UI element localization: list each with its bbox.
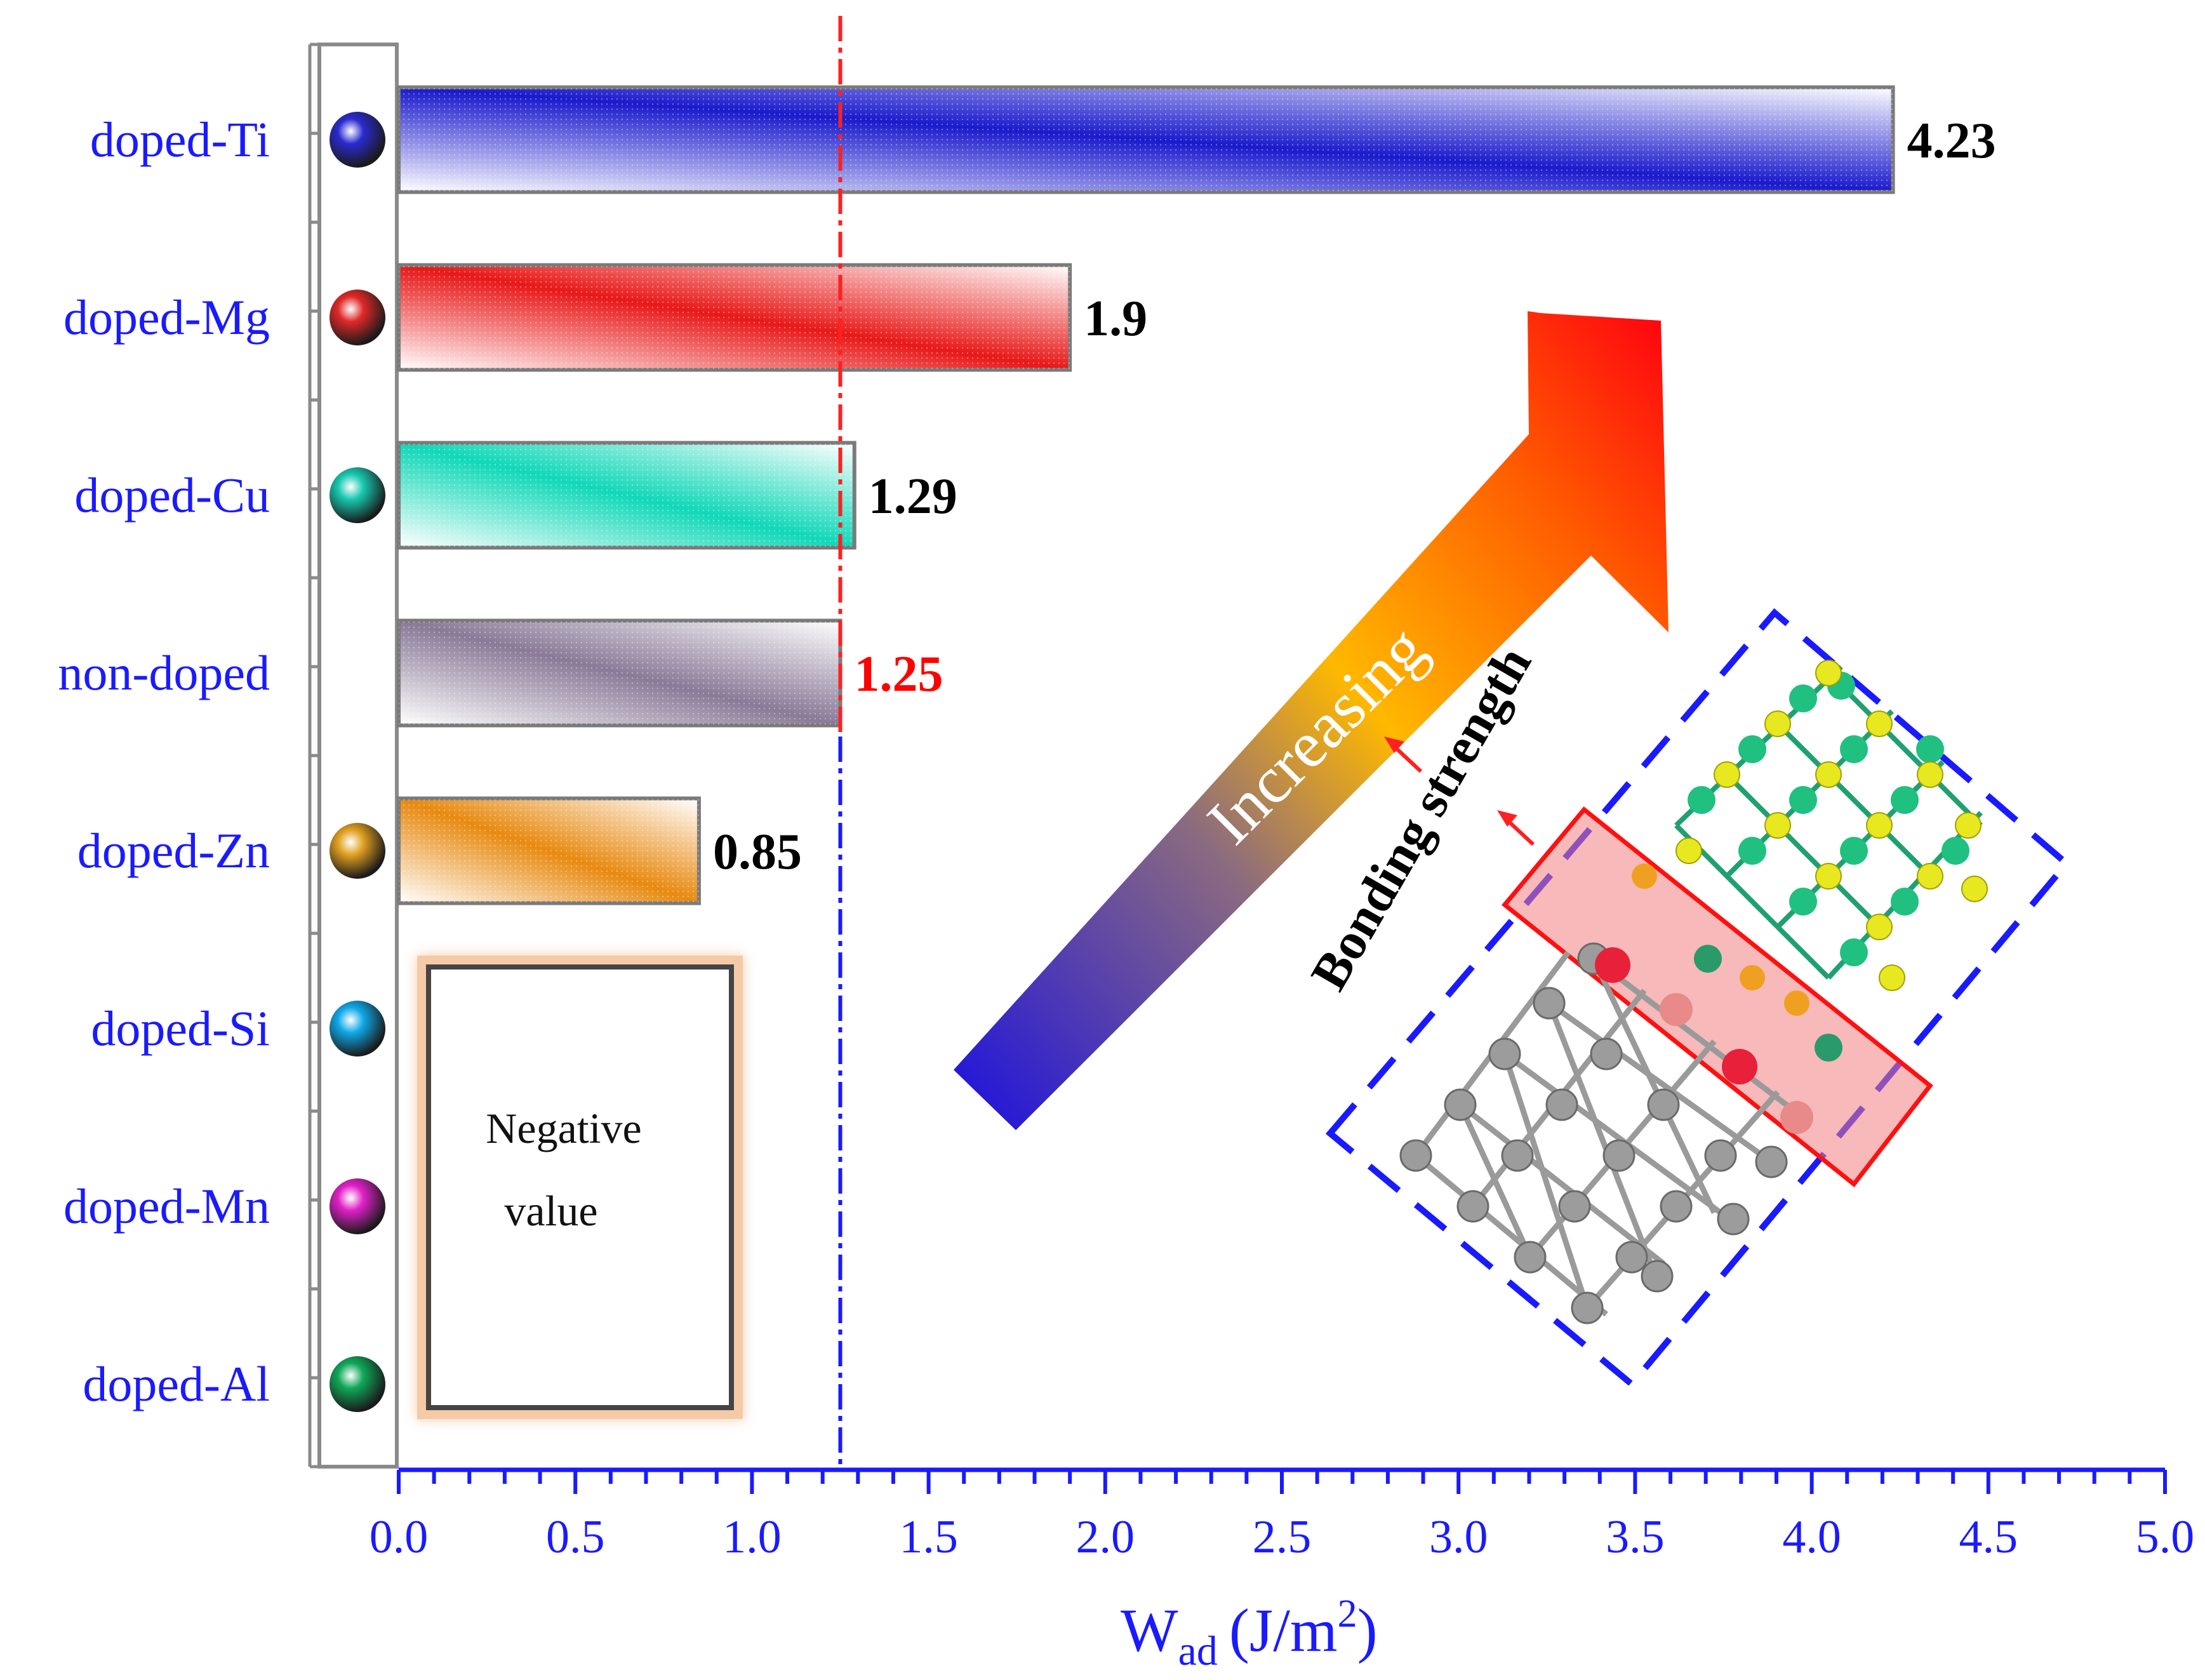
category-label: doped-Al: [83, 1356, 270, 1411]
x-tick-label: 4.5: [1959, 1511, 2018, 1563]
category-label: doped-Si: [91, 1001, 270, 1056]
bar-texture: [399, 443, 855, 548]
marker-ball: [330, 823, 385, 879]
category-label: doped-Mn: [63, 1178, 270, 1234]
marker-ball: [330, 112, 385, 168]
small-red-arrows: [1384, 737, 1535, 846]
bar-texture: [399, 620, 841, 726]
negative-value-text-line2: value: [504, 1187, 597, 1235]
marker-ball: [330, 1001, 385, 1057]
marker-ball: [330, 290, 385, 345]
x-tick-label: 2.0: [1076, 1511, 1135, 1563]
x-tick-label: 3.5: [1606, 1511, 1665, 1563]
x-tick-label: 4.0: [1782, 1511, 1841, 1563]
x-tick-label: 1.0: [723, 1511, 782, 1563]
value-label: 0.85: [713, 824, 802, 880]
bar-texture: [399, 87, 1893, 192]
category-label: doped-Cu: [74, 467, 270, 523]
x-tick-label: 0.5: [546, 1511, 605, 1563]
negative-value-box: Negative value: [417, 956, 743, 1419]
negative-value-text-line1: Negative: [486, 1104, 641, 1152]
marker-ball: [330, 467, 385, 523]
category-label: non-doped: [58, 645, 270, 700]
bar-texture: [399, 798, 699, 903]
x-tick-label: 1.5: [899, 1511, 958, 1563]
marker-ball: [330, 1178, 385, 1234]
value-labels: 4.23 1.9 1.29 1.25 0.85: [713, 113, 1996, 880]
x-axis-ticks: [397, 1470, 2167, 1494]
category-label: doped-Zn: [77, 823, 270, 878]
value-label: 1.9: [1084, 291, 1147, 347]
marker-ball: [330, 1356, 385, 1412]
category-labels: doped-Ti doped-Mg doped-Cu non-doped doped-Z…: [58, 112, 270, 1411]
value-label: 1.25: [855, 646, 943, 702]
crystal-structure-illustration: [1325, 608, 2071, 1389]
marker-column-frame: [317, 43, 399, 1469]
x-axis-tick-labels: 0.0 0.5 1.0 1.5 2.0 2.5 3.0 3.5 4.0 4.5 5.0: [370, 1511, 2195, 1563]
x-tick-label: 5.0: [2136, 1511, 2195, 1563]
bars: [397, 85, 1895, 905]
value-label: 1.29: [869, 469, 957, 524]
value-label: 4.23: [1907, 113, 1996, 169]
x-tick-label: 2.5: [1253, 1511, 1312, 1563]
marker-balls: [330, 112, 385, 1412]
bar-texture: [399, 265, 1070, 370]
y-axis-ticks: [310, 43, 319, 1469]
x-tick-label: 3.0: [1429, 1511, 1488, 1563]
x-tick-label: 0.0: [370, 1511, 429, 1563]
category-label: doped-Ti: [90, 112, 270, 167]
x-axis-title: Wad (J/m2): [1121, 1592, 1378, 1674]
category-label: doped-Mg: [63, 290, 270, 345]
